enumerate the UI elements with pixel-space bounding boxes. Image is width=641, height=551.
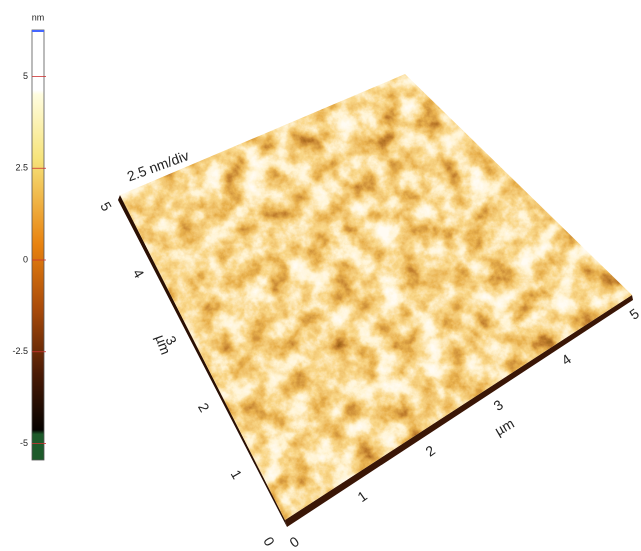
- surface-edge: [285, 295, 633, 527]
- y-axis-unit: µm: [152, 333, 174, 357]
- x-tick-label: 0: [286, 533, 302, 551]
- y-tick-label: 1: [228, 467, 246, 482]
- surface-texture: [120, 74, 632, 520]
- colorbar-tick-label: 0: [23, 254, 28, 264]
- x-tick-label: 3: [490, 396, 506, 414]
- surface-edge: [118, 195, 287, 527]
- x-tick-label: 5: [626, 305, 641, 323]
- x-axis-unit: µm: [492, 415, 517, 439]
- colorbar-unit: nm: [32, 12, 45, 22]
- afm-surface: [120, 74, 632, 520]
- y-tick-label: 0: [260, 534, 278, 549]
- y-tick-label: 2: [195, 400, 213, 415]
- x-tick-label: 4: [558, 351, 574, 369]
- y-tick-label: 5: [97, 199, 115, 214]
- y-tick-label: 4: [130, 266, 148, 281]
- colorbar-tick-label: 2.5: [15, 163, 28, 173]
- colorbar-tick-label: 5: [23, 71, 28, 81]
- colorbar: [31, 29, 45, 461]
- x-tick-label: 2: [422, 442, 438, 460]
- colorbar-tick-label: -2.5: [12, 346, 28, 356]
- colorbar-tick-label: -5: [20, 438, 28, 448]
- x-tick-label: 1: [354, 487, 370, 505]
